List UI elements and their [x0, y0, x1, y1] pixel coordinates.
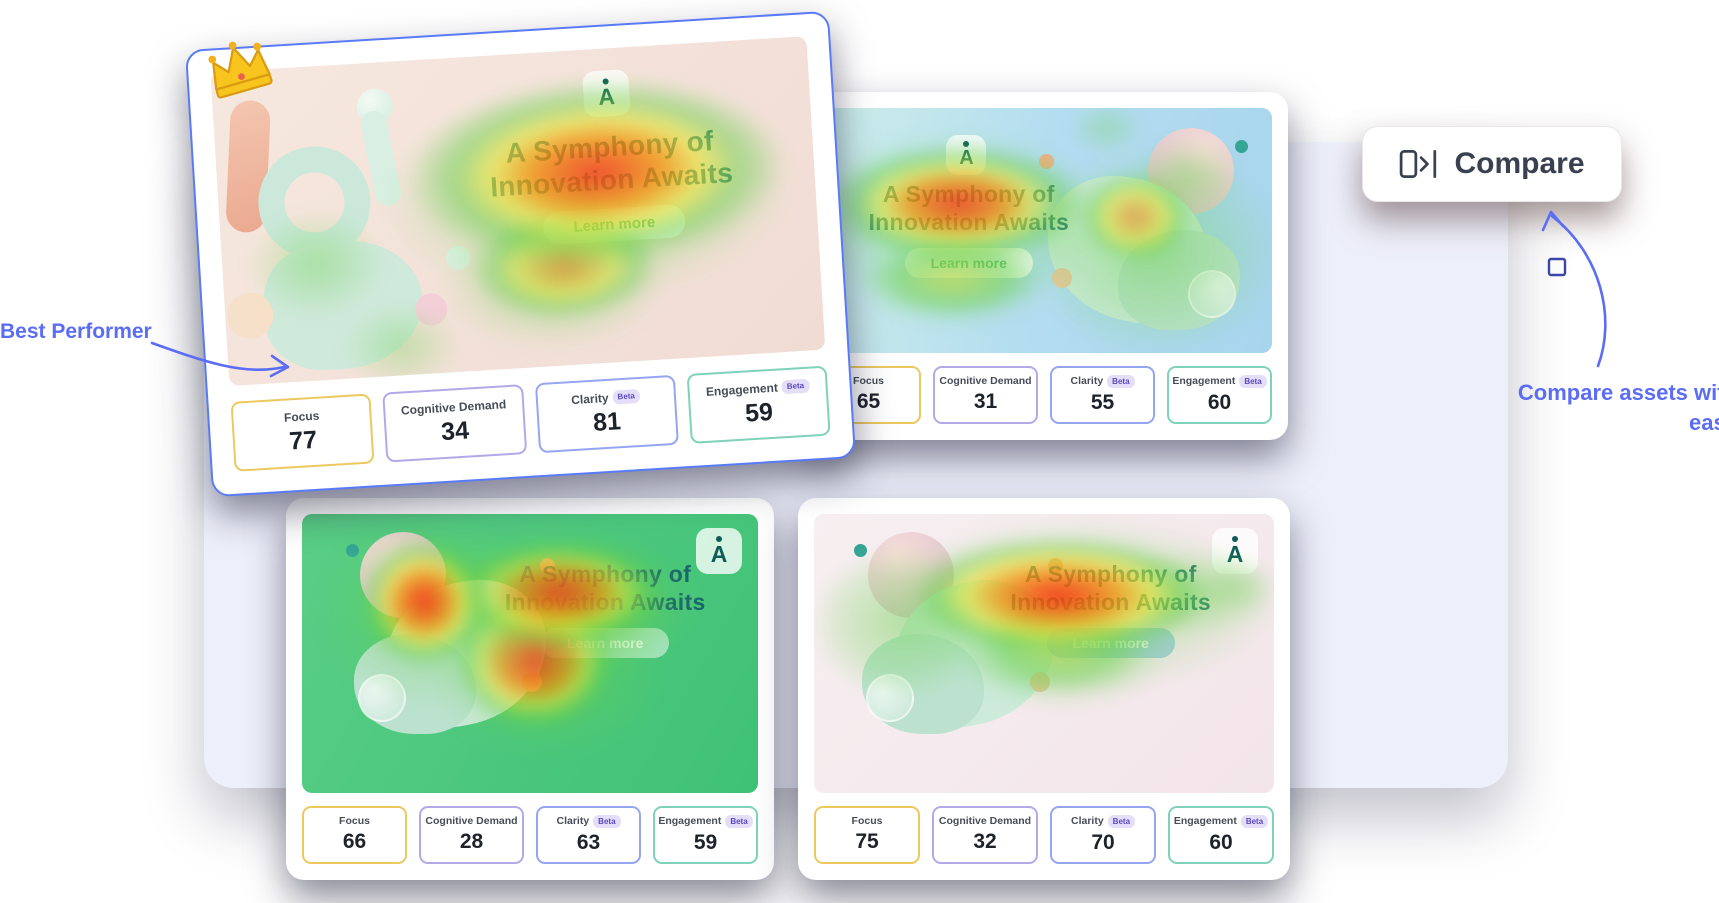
metric-chip-cognitive-demand: Cognitive Demand 31 [933, 365, 1038, 424]
logo-letter: A [959, 147, 974, 170]
beta-badge: Beta [593, 814, 621, 828]
compare-button-label: Compare [1454, 147, 1585, 180]
metric-label: Cognitive Demand [400, 397, 507, 418]
headline-line-1: A Symphony of [882, 181, 1055, 208]
metrics-row: Focus 65 Cognitive Demand 31 Clarity Beta… [816, 365, 1272, 424]
compare-annotation-line-1: Compare assets with [1517, 380, 1719, 405]
ad-copy: A Symphony of Innovation Awaits Learn mo… [975, 561, 1246, 658]
metric-value: 60 [1209, 831, 1233, 854]
headline-line-2: Innovation Awaits [1010, 588, 1211, 615]
ad-headline: A Symphony of Innovation Awaits [843, 181, 1094, 235]
metric-label: Engagement [1172, 375, 1236, 388]
compare-annotation-line-2: ease [1689, 409, 1719, 435]
metric-value: 59 [744, 397, 774, 428]
metric-label: Clarity [1070, 375, 1104, 388]
beta-badge: Beta [1107, 814, 1136, 828]
asset-card[interactable]: A A Symphony of Innovation Awaits Learn … [798, 498, 1290, 880]
metric-value: 75 [855, 830, 879, 854]
beta-badge: Beta [1107, 374, 1135, 388]
best-performer-annotation: Best Performer [0, 320, 152, 343]
metric-label: Cognitive Demand [939, 375, 1032, 388]
beta-badge: Beta [781, 379, 810, 394]
metric-chip-focus: Focus 66 [302, 805, 407, 864]
metric-value: 60 [1207, 391, 1232, 414]
metric-value: 65 [856, 390, 881, 414]
asset-card[interactable]: A A Symphony of Innovation Awaits Learn … [800, 92, 1288, 440]
metric-value: 66 [342, 830, 367, 854]
metric-label: Cognitive Demand [938, 815, 1032, 828]
learn-more-button: Learn more [1046, 627, 1175, 658]
metric-label: Engagement [658, 815, 722, 828]
ad-creative: A A Symphony of Innovation Awaits Learn … [816, 108, 1272, 353]
asset-card[interactable]: A A Symphony of Innovation Awaits Learn … [286, 498, 774, 880]
metric-chip-engagement: Engagement Beta 60 [1168, 805, 1274, 864]
metrics-row: Focus 66 Cognitive Demand 28 Clarity Beta… [302, 805, 758, 864]
brand-logo: A [946, 134, 987, 175]
logo-dot-icon [963, 141, 970, 148]
metric-chip-cognitive-demand: Cognitive Demand 28 [419, 805, 524, 864]
metric-chip-cognitive-demand: Cognitive Demand 32 [932, 805, 1038, 864]
metric-value: 70 [1091, 831, 1115, 854]
metric-chip-clarity: Clarity Beta 81 [534, 374, 679, 454]
ad-creative: A A Symphony of Innovation Awaits Learn … [814, 514, 1274, 793]
metric-label: Engagement [705, 380, 779, 399]
ad-creative: A A Symphony of Innovation Awaits Learn … [210, 36, 826, 387]
ad-copy: A Symphony of Innovation Awaits Learn mo… [471, 561, 740, 658]
beta-badge: Beta [612, 389, 641, 405]
best-performer-card[interactable]: A A Symphony of Innovation Awaits Learn … [184, 10, 857, 498]
headline-line-2: Innovation Awaits [868, 208, 1070, 235]
metric-value: 63 [576, 831, 601, 854]
metric-chip-focus: Focus 75 [814, 805, 920, 864]
beta-badge: Beta [1240, 814, 1269, 828]
metric-value: 55 [1090, 391, 1115, 414]
metric-label: Cognitive Demand [425, 815, 518, 828]
metric-value: 77 [288, 425, 318, 456]
metric-label: Focus [283, 408, 320, 425]
brand-logo: A [582, 69, 631, 118]
compare-button[interactable]: Compare [1362, 126, 1622, 202]
ad-copy: A Symphony of Innovation Awaits Learn mo… [430, 119, 794, 252]
learn-more-button: Learn more [904, 247, 1033, 278]
metric-value: 31 [973, 390, 998, 414]
learn-more-button: Learn more [542, 203, 687, 246]
metric-label: Clarity [1070, 815, 1104, 828]
compare-annotation: Compare assets with ease [1478, 378, 1719, 437]
metric-chip-engagement: Engagement Beta 59 [653, 805, 758, 864]
headline-line-1: A Symphony of [1024, 561, 1197, 588]
ad-headline: A Symphony of Innovation Awaits [471, 561, 740, 615]
learn-more-button: Learn more [541, 627, 670, 658]
headline-line-2: Innovation Awaits [504, 588, 706, 615]
ad-copy: A Symphony of Innovation Awaits Learn mo… [843, 181, 1094, 278]
metric-chip-cognitive-demand: Cognitive Demand 34 [382, 384, 527, 463]
beta-badge: Beta [725, 814, 753, 828]
metric-value: 32 [973, 830, 997, 854]
metric-value: 81 [592, 407, 622, 437]
compare-icon [1400, 150, 1437, 179]
ad-creative: A A Symphony of Innovation Awaits Learn … [302, 514, 758, 793]
metric-value: 59 [693, 831, 718, 854]
metric-chip-clarity: Clarity Beta 63 [536, 805, 641, 864]
metric-label: Clarity [556, 815, 590, 828]
metric-chip-clarity: Clarity Beta 70 [1050, 805, 1156, 864]
metric-chip-engagement: Engagement Beta 59 [686, 365, 831, 444]
metric-value: 28 [459, 830, 484, 854]
metric-label: Focus [339, 815, 370, 828]
compare-arrow-icon [1550, 214, 1607, 368]
headline-line-1: A Symphony of [519, 561, 692, 588]
metric-label: Focus [851, 815, 883, 828]
metric-chip-engagement: Engagement Beta 60 [1167, 365, 1272, 424]
beta-badge: Beta [1239, 374, 1267, 388]
metric-chip-clarity: Clarity Beta 55 [1050, 365, 1155, 424]
ad-headline: A Symphony of Innovation Awaits [975, 561, 1246, 615]
compare-arrowhead-icon [1541, 210, 1565, 232]
metric-chip-focus: Focus 77 [230, 393, 375, 472]
metric-label: Engagement [1173, 815, 1237, 828]
metrics-row: Focus 75 Cognitive Demand 32 Clarity Beta… [814, 805, 1274, 864]
metric-value: 34 [440, 416, 470, 447]
metric-label: Focus [853, 375, 884, 388]
logo-letter: A [597, 82, 616, 110]
square-marker-icon [1547, 257, 1567, 277]
metrics-row: Focus 77 Cognitive Demand 34 Clarity Beta… [230, 365, 831, 472]
metric-label: Clarity [570, 390, 610, 408]
